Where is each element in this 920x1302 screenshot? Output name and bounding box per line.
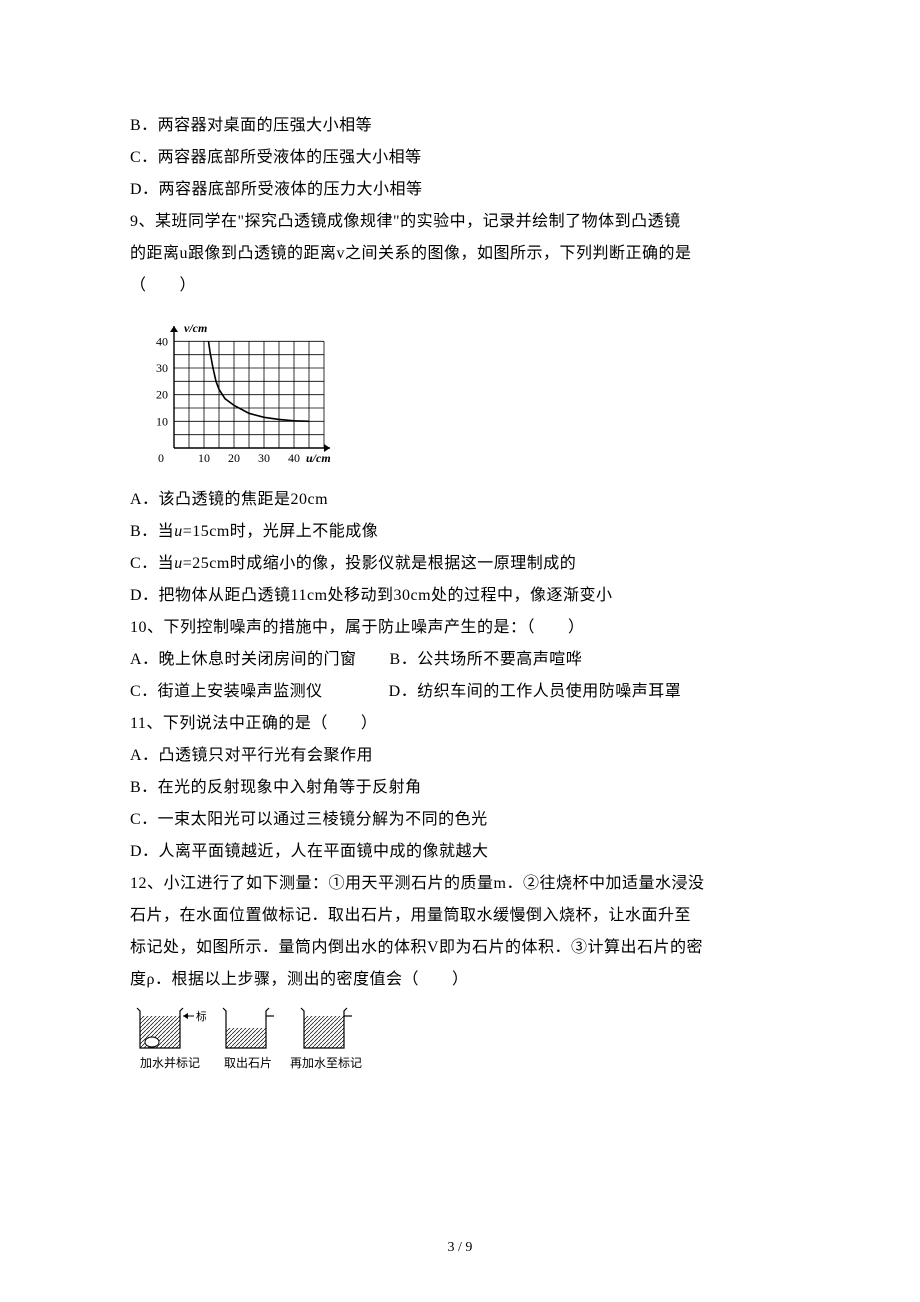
svg-text:0: 0 xyxy=(158,451,164,465)
q12-stem1: 12、小江进行了如下测量：①用天平测石片的质量m．②往烧杯中加适量水浸没 xyxy=(130,868,790,900)
beaker-1-caption: 加水并标记 xyxy=(140,1056,200,1070)
svg-text:30: 30 xyxy=(258,451,270,465)
svg-text:40: 40 xyxy=(288,451,300,465)
svg-text:20: 20 xyxy=(228,451,240,465)
svg-text:20: 20 xyxy=(156,388,168,402)
q9-c-post: =25cm时成缩小的像，投影仪就是根据这一原理制成的 xyxy=(183,555,577,572)
q9-stem2: 的距离u跟像到凸透镜的距离v之间关系的图像，如图所示，下列判断正确的是 xyxy=(130,238,790,270)
q9-b-var: u xyxy=(174,523,183,540)
q-option-c: C．两容器底部所受液体的压强大小相等 xyxy=(130,142,790,174)
svg-text:u/cm: u/cm xyxy=(306,451,331,465)
beaker-1: 标记 加水并标记 xyxy=(134,1002,206,1070)
q9-stem1: 9、某班同学在"探究凸透镜成像规律"的实验中，记录并绘制了物体到凸透镜 xyxy=(130,206,790,238)
q9-b-post: =15cm时，光屏上不能成像 xyxy=(183,523,379,540)
q9-b-pre: B．当 xyxy=(130,523,174,540)
q11-b: B．在光的反射现象中入射角等于反射角 xyxy=(130,772,790,804)
q9-c-var: u xyxy=(174,555,183,572)
beaker-2: 取出石片 xyxy=(220,1002,276,1070)
q12-stem2: 石片，在水面位置做标记．取出石片，用量筒取水缓慢倒入烧杯，让水面升至 xyxy=(130,900,790,932)
svg-text:10: 10 xyxy=(198,451,210,465)
q12-stem4: 度ρ．根据以上步骤，测出的密度值会（ ） xyxy=(130,964,790,996)
q9-b: B．当u=15cm时，光屏上不能成像 xyxy=(130,516,790,548)
q11-stem: 11、下列说法中正确的是（ ） xyxy=(130,708,790,740)
beaker-2-caption: 取出石片 xyxy=(224,1056,272,1070)
q-option-b: B．两容器对桌面的压强大小相等 xyxy=(130,110,790,142)
page: B．两容器对桌面的压强大小相等 C．两容器底部所受液体的压强大小相等 D．两容器… xyxy=(0,0,920,1302)
q9-stem3: （ ） xyxy=(130,270,790,302)
q-option-d: D．两容器底部所受液体的压力大小相等 xyxy=(130,174,790,206)
q9-d: D．把物体从距凸透镜11cm处移动到30cm处的过程中，像逐渐变小 xyxy=(130,580,790,612)
q11-c: C．一束太阳光可以通过三棱镜分解为不同的色光 xyxy=(130,804,790,836)
q10-stem: 10、下列控制噪声的措施中，属于防止噪声产生的是：（ ） xyxy=(130,612,790,644)
q12-figure: 标记 加水并标记 取出石片 再加水至标记 xyxy=(134,1002,790,1070)
svg-text:10: 10 xyxy=(156,414,168,428)
q9-c-pre: C．当 xyxy=(130,555,174,572)
svg-text:v/cm: v/cm xyxy=(184,321,207,335)
beaker-3-caption: 再加水至标记 xyxy=(290,1056,362,1070)
svg-text:30: 30 xyxy=(156,361,168,375)
svg-text:40: 40 xyxy=(156,334,168,348)
beaker-3: 再加水至标记 xyxy=(290,1002,362,1070)
q10-cd: C．街道上安装噪声监测仪 D．纺织车间的工作人员使用防噪声耳罩 xyxy=(130,676,790,708)
q11-a: A．凸透镜只对平行光有会聚作用 xyxy=(130,740,790,772)
q10-ab: A．晚上休息时关闭房间的门窗 B．公共场所不要高声喧哗 xyxy=(130,644,790,676)
svg-text:标记: 标记 xyxy=(196,1009,206,1023)
q9-chart: 10 20 30 40 10 20 30 40 0 v/cm u/cm xyxy=(140,308,790,480)
q9-c: C．当u=25cm时成缩小的像，投影仪就是根据这一原理制成的 xyxy=(130,548,790,580)
q12-stem3: 标记处，如图所示．量筒内倒出水的体积V即为石片的体积．③计算出石片的密 xyxy=(130,932,790,964)
q11-d: D．人离平面镜越近，人在平面镜中成的像就越大 xyxy=(130,836,790,868)
page-number: 3 / 9 xyxy=(0,1234,920,1262)
q9-a: A．该凸透镜的焦距是20cm xyxy=(130,484,790,516)
